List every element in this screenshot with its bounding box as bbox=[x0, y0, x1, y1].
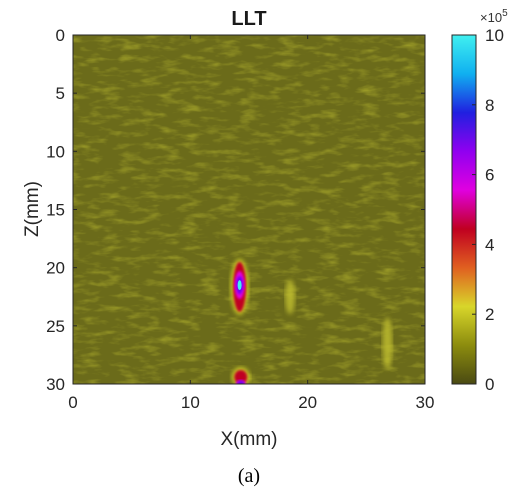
y-tick-label: 5 bbox=[56, 84, 65, 103]
hotspot-1 bbox=[230, 258, 249, 315]
colorbar bbox=[451, 34, 477, 385]
y-tick-label: 25 bbox=[46, 317, 65, 336]
hotspot-3 bbox=[285, 279, 296, 315]
hotspot-4 bbox=[382, 317, 393, 370]
heatmap-area bbox=[73, 35, 425, 384]
y-tick-label: 10 bbox=[46, 142, 65, 161]
hotspot-layer bbox=[230, 258, 393, 384]
chart-title: LLT bbox=[231, 8, 266, 30]
colorbar-multiplier: ×105 bbox=[480, 8, 508, 25]
x-axis: 0 10 20 30 bbox=[68, 35, 434, 412]
y-tick-label: 20 bbox=[46, 259, 65, 278]
y-tick-label: 30 bbox=[46, 375, 65, 394]
colorbar-tick-label: 6 bbox=[485, 166, 494, 185]
colorbar-tick-label: 2 bbox=[485, 305, 494, 324]
x-axis-label: X(mm) bbox=[221, 429, 278, 450]
figure-caption: (a) bbox=[238, 465, 260, 487]
y-axis-label: Z(mm) bbox=[22, 181, 43, 237]
x-tick-label: 20 bbox=[298, 393, 317, 412]
hotspot-2 bbox=[231, 367, 250, 384]
colorbar-tick-label: 10 bbox=[485, 26, 504, 45]
colorbar-tick-label: 4 bbox=[485, 235, 494, 254]
x-tick-label: 10 bbox=[181, 393, 200, 412]
colorbar-multiplier-base: ×10 bbox=[480, 10, 502, 25]
colorbar-ticks: 0 2 4 6 8 10 bbox=[472, 26, 504, 394]
heatmap-texture bbox=[73, 35, 425, 384]
y-axis: 0 5 10 15 20 25 30 bbox=[46, 26, 425, 394]
y-tick-label: 0 bbox=[56, 26, 65, 45]
colorbar-tick-label: 8 bbox=[485, 96, 494, 115]
y-tick-label: 15 bbox=[46, 201, 65, 220]
x-tick-label: 30 bbox=[416, 393, 435, 412]
x-tick-label: 0 bbox=[68, 393, 77, 412]
colorbar-tick-label: 0 bbox=[485, 375, 494, 394]
colorbar-multiplier-exponent: 5 bbox=[502, 8, 508, 19]
